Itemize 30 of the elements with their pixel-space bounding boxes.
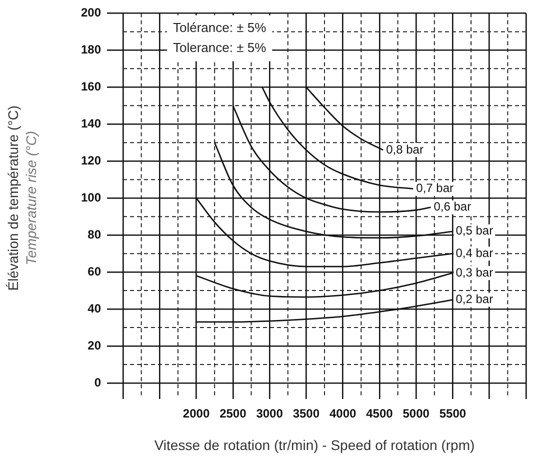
y-tick-label: 100 [80, 190, 102, 204]
series-label: 0,7 bar [416, 181, 454, 196]
y-tick-label: 140 [80, 116, 102, 130]
y-tick-label: 40 [88, 301, 102, 316]
y-tick-label: 20 [88, 338, 102, 352]
series-label: 0,6 bar [434, 200, 472, 214]
series-label: 0,4 bar [456, 246, 494, 260]
x-tick-label: 4500 [366, 406, 394, 421]
y-tick-label: 180 [80, 42, 102, 56]
series-label: 0,2 bar [456, 292, 494, 306]
y-tick-label: 60 [88, 264, 102, 278]
y-tick-label: 160 [80, 79, 102, 94]
annotation: Tolerance: ± 5% [173, 40, 267, 55]
x-tick-label: 5000 [402, 406, 430, 421]
x-tick-label: 4000 [329, 406, 356, 421]
annotation: Tolérance: ± 5% [173, 20, 267, 35]
x-tick-label: 2000 [182, 406, 210, 421]
y-tick-label: 120 [80, 153, 102, 168]
y-tick-label: 200 [80, 6, 102, 20]
x-tick-label: 3000 [256, 406, 284, 421]
y-tick-label: 80 [88, 227, 102, 242]
y-axis-title: Élévation de température (°C) Temperature rise (°C) [4, 105, 39, 291]
y-tick-label: 0 [94, 375, 102, 390]
x-tick-label: 5500 [439, 406, 466, 421]
series-label: 0,8 bar [386, 142, 424, 156]
x-axis-title: Vitesse de rotation (tr/min) - Speed of rotation (rpm) [154, 436, 475, 453]
x-tick-label: 3500 [292, 406, 320, 421]
series-label: 0,5 bar [456, 224, 494, 238]
series-label: 0,3 bar [456, 265, 494, 280]
x-tick-label: 2500 [220, 406, 247, 421]
